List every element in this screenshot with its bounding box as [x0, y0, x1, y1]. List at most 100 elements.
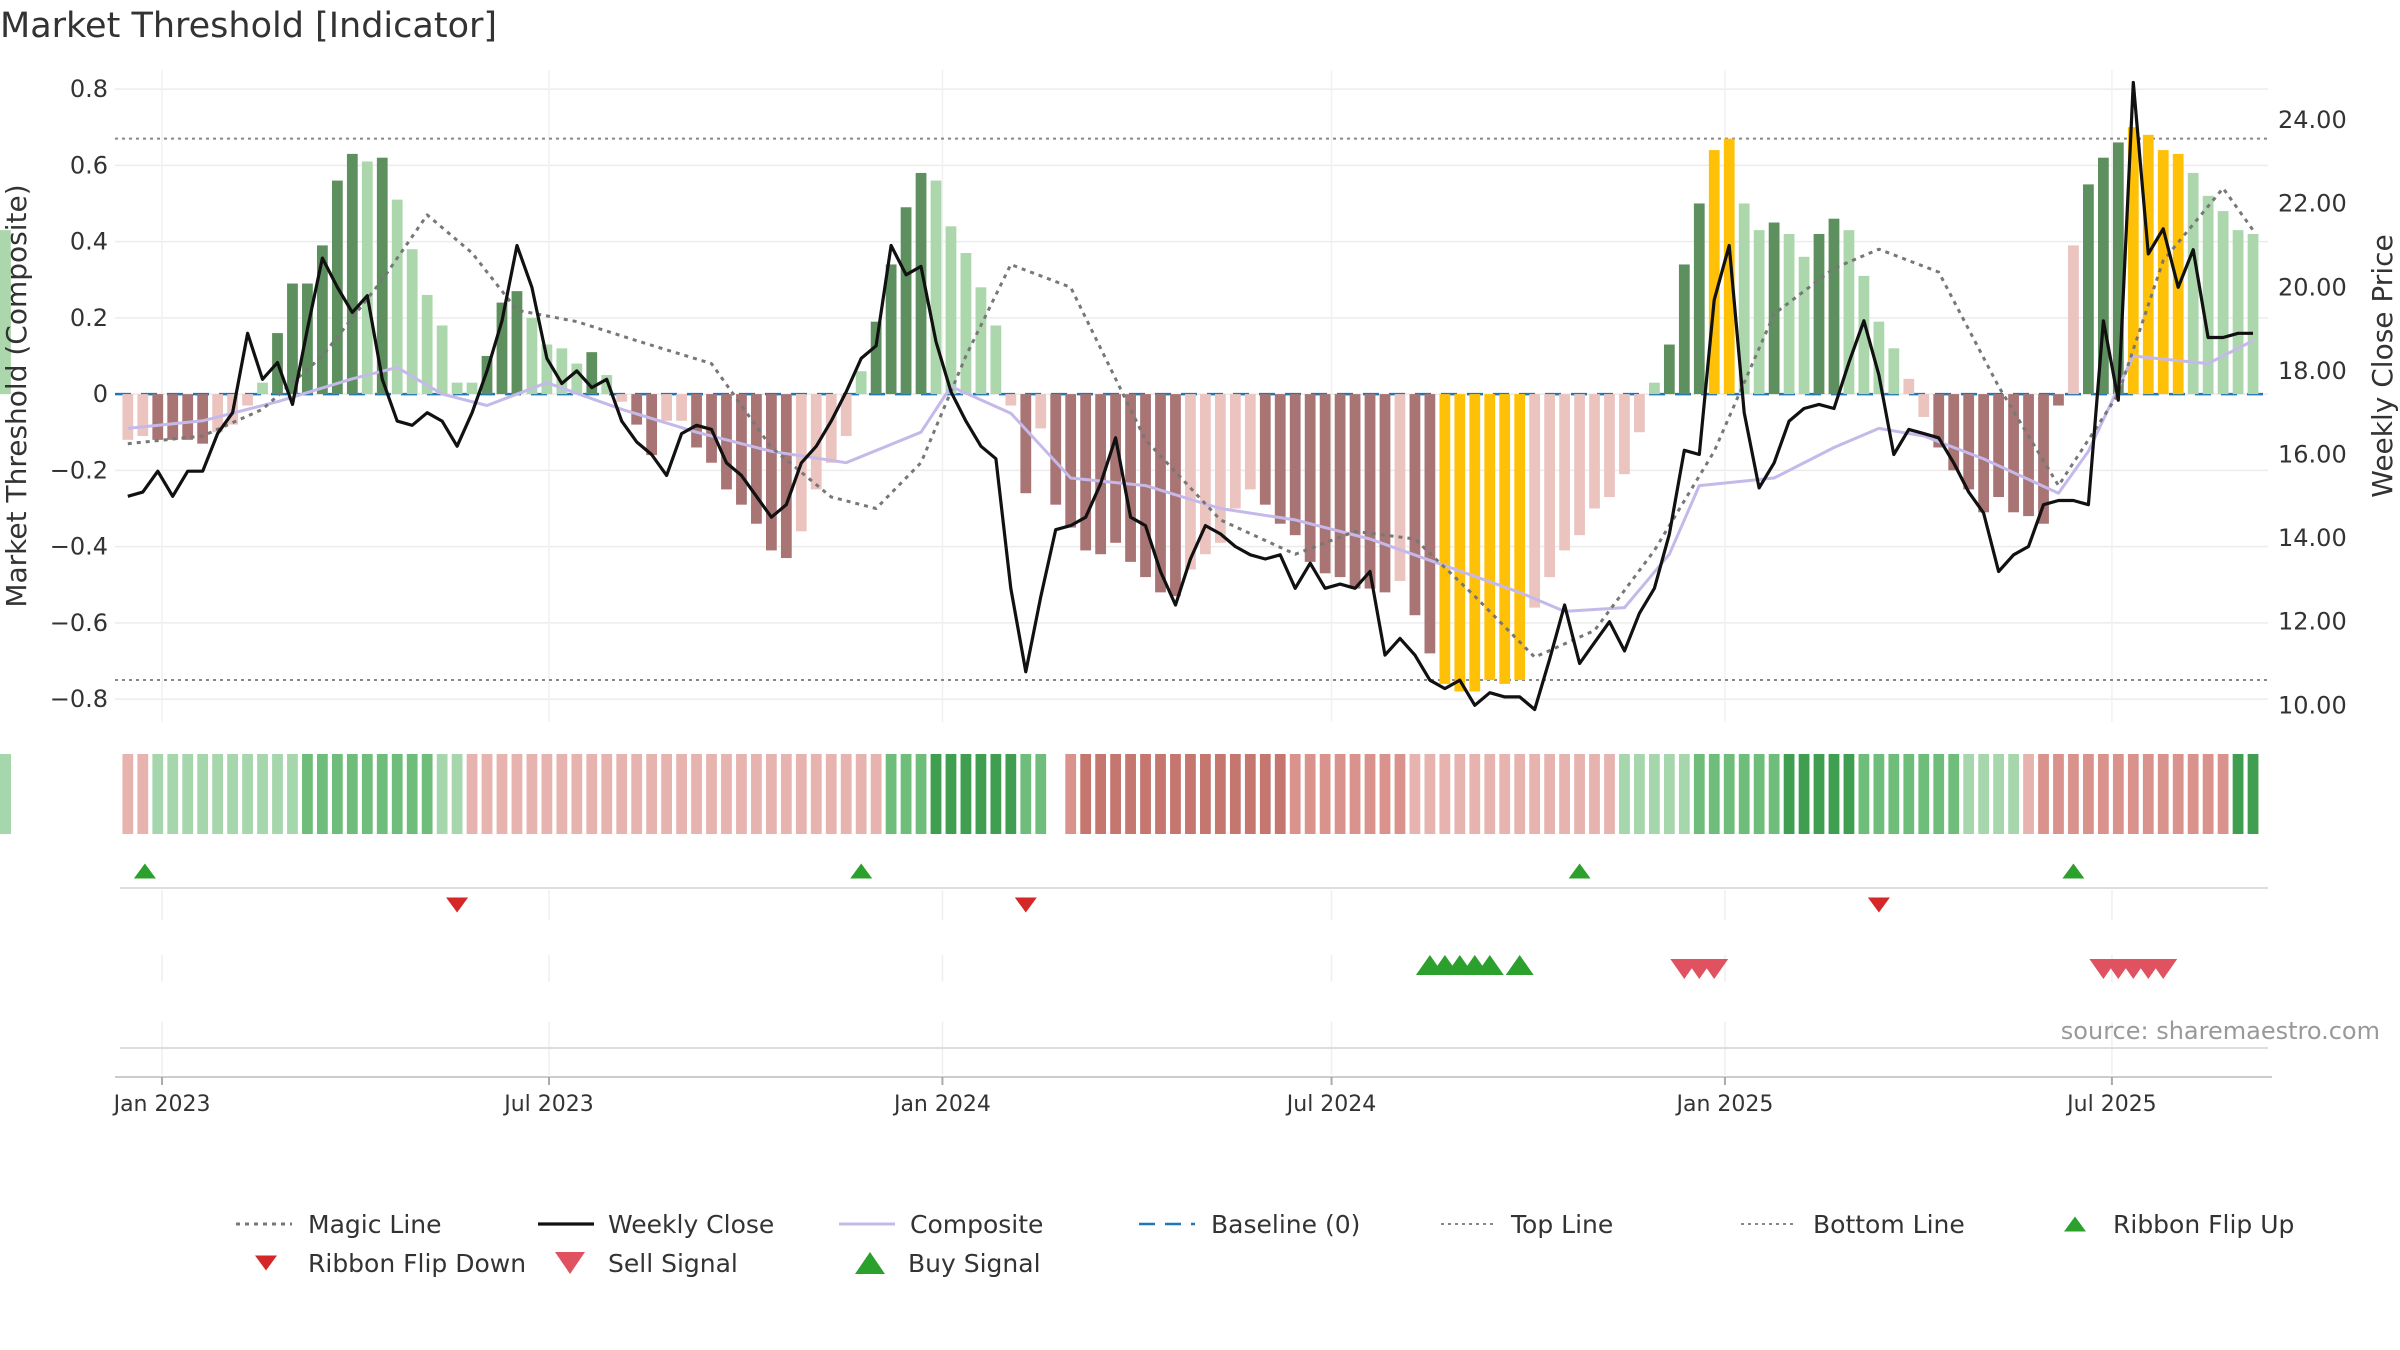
composite-bar: [1349, 394, 1361, 589]
composite-bar: [840, 394, 852, 437]
ribbon-flip-up-marker: [850, 863, 873, 879]
buy-signal-marker: [1475, 955, 1504, 975]
composite-bar: [1125, 394, 1136, 562]
ribbon-segment: [1125, 754, 1136, 834]
ribbon-segment: [646, 754, 658, 834]
composite-bar: [2232, 230, 2244, 395]
ribbon-segment: [1020, 754, 1032, 834]
x-tick-label: Jul 2025: [2065, 1092, 2157, 1117]
ribbon-segment: [855, 754, 867, 834]
composite-bar: [391, 199, 403, 395]
ribbon-segment: [1648, 754, 1660, 834]
ribbon-segment: [2083, 754, 2094, 834]
y-axis-label: Market Threshold (Composite): [0, 184, 33, 607]
ribbon-segment: [2023, 754, 2034, 834]
ribbon-segment: [900, 754, 912, 834]
legend-label: Top Line: [1510, 1210, 1613, 1239]
ribbon-segment: [1798, 754, 1810, 834]
ribbon-segment: [1499, 754, 1511, 834]
legend-item: Buy Signal: [855, 1249, 1041, 1278]
ribbon-segment: [721, 754, 732, 834]
composite-bar: [1304, 394, 1316, 562]
x-tick-label: Jan 2024: [892, 1092, 991, 1117]
composite-bar: [1469, 394, 1481, 692]
ribbon-segment: [1768, 754, 1780, 834]
composite-bar: [1678, 264, 1690, 395]
composite-bar: [1424, 394, 1436, 654]
ribbon-segment: [915, 754, 927, 834]
composite-bar: [1843, 230, 1855, 395]
y2-axis-label: Weekly Close Price: [2366, 234, 2399, 497]
magic-line: [127, 186, 2255, 659]
ribbon-segment: [1529, 754, 1541, 834]
composite-bar: [571, 363, 583, 395]
y2-tick-label: 10.00: [2278, 691, 2347, 719]
composite-bar: [1095, 394, 1107, 555]
composite-bar: [1948, 394, 1960, 471]
composite-bar: [691, 394, 702, 448]
x-tick-label: Jan 2025: [1674, 1092, 1773, 1117]
ribbon-segment: [1035, 754, 1047, 834]
composite-bar: [1364, 394, 1376, 589]
composite-bar: [1379, 394, 1391, 593]
y2-tick-label: 18.00: [2278, 357, 2347, 385]
legend-label: Weekly Close: [608, 1210, 774, 1239]
ribbon-segment: [1170, 754, 1181, 834]
legend-item: Ribbon Flip Down: [255, 1249, 526, 1278]
composite-bar: [586, 352, 598, 395]
ribbon-segment: [1918, 754, 1930, 834]
composite-bar: [1589, 394, 1600, 509]
composite-bar: [900, 207, 912, 395]
ribbon-segment: [376, 754, 388, 834]
ribbon-segment: [1948, 754, 1960, 834]
composite-bar: [2187, 172, 2199, 395]
composite-bar: [1244, 394, 1256, 490]
ribbon-segment: [1828, 754, 1840, 834]
x-axis: Jan 2023 Jul 2023 Jan 2024 Jul 2024 Jan 2025…: [112, 1076, 2272, 1117]
ribbon-flip-down-marker: [1867, 897, 1890, 913]
composite-bar: [2008, 394, 2019, 513]
composite-bar: [436, 325, 448, 395]
ribbon-flip-down-marker: [1014, 897, 1037, 913]
ribbon-flip-up-marker: [2062, 863, 2085, 879]
y2-tick-label: 20.00: [2278, 273, 2347, 301]
y-tick-label: 0: [93, 380, 108, 408]
ribbon-segment: [870, 754, 882, 834]
ribbon-segment: [1678, 754, 1690, 834]
composite-bar: [631, 394, 643, 425]
ribbon-segment: [1858, 754, 1870, 834]
composite-bar: [1619, 394, 1630, 475]
ribbon-segment: [1753, 754, 1765, 834]
ribbon-segment: [541, 754, 553, 834]
ribbon-segment: [242, 754, 253, 834]
composite-bar: [1394, 394, 1406, 581]
composite-bar: [526, 317, 538, 395]
composite-bar: [1289, 394, 1301, 536]
ribbon-segment: [2038, 754, 2049, 834]
composite-bar: [137, 394, 149, 437]
composite-bar: [975, 287, 987, 395]
ribbon-segment: [167, 754, 179, 834]
composite-bar: [646, 394, 658, 456]
legend-label: Baseline (0): [1211, 1210, 1360, 1239]
composite-bar: [152, 394, 164, 440]
y2-tick-label: 14.00: [2278, 524, 2347, 552]
ribbon-segment: [287, 754, 298, 834]
composite-bar: [376, 157, 388, 395]
composite-bar: [1065, 394, 1077, 528]
ribbon-segment: [1738, 754, 1750, 834]
composite-bar: [361, 161, 373, 395]
ribbon-segment: [1140, 754, 1151, 834]
y-tick-label: −0.6: [50, 609, 108, 637]
composite-bar: [1993, 394, 2004, 498]
ribbon-segment: [0, 754, 11, 834]
composite-bar: [945, 226, 957, 395]
ribbon-segment: [1274, 754, 1286, 834]
ribbon-segment: [1813, 754, 1825, 834]
ribbon-segment: [631, 754, 643, 834]
legend-label: Ribbon Flip Up: [2113, 1210, 2294, 1239]
legend-item: Sell Signal: [555, 1249, 738, 1278]
y-tick-label: −0.2: [50, 456, 108, 484]
legend-label: Composite: [910, 1210, 1043, 1239]
composite-bar: [2217, 211, 2229, 395]
